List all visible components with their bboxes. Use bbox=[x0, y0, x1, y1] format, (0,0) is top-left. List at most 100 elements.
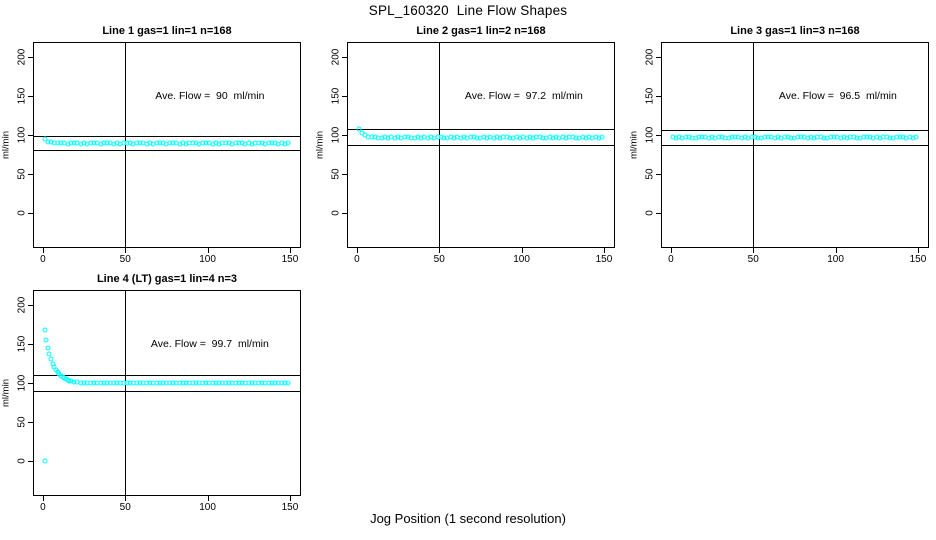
x-tick-label: 100 bbox=[827, 254, 844, 265]
x-tick bbox=[289, 496, 291, 501]
x-tick bbox=[356, 248, 358, 253]
reference-hline bbox=[33, 135, 301, 137]
data-point bbox=[285, 380, 291, 386]
x-tick-label: 0 bbox=[40, 254, 46, 265]
main-title: SPL_160320 Line Flow Shapes bbox=[368, 3, 568, 18]
y-tick bbox=[342, 173, 347, 175]
y-tick-label: 0 bbox=[330, 210, 342, 216]
data-point bbox=[599, 134, 605, 140]
y-axis-title: ml/min bbox=[628, 131, 640, 159]
y-tick bbox=[28, 134, 33, 136]
y-axis-title: ml/min bbox=[0, 379, 12, 407]
reference-hline bbox=[347, 144, 615, 146]
x-tick bbox=[917, 248, 919, 253]
ave-flow-annotation: Ave. Flow = 99.7 ml/min bbox=[150, 337, 269, 350]
x-tick bbox=[207, 496, 209, 501]
x-tick bbox=[125, 248, 127, 253]
y-tick-label: 0 bbox=[16, 210, 28, 216]
x-tick-label: 50 bbox=[119, 502, 131, 513]
y-tick-label: 150 bbox=[644, 87, 656, 105]
x-tick bbox=[521, 248, 523, 253]
x-tick bbox=[753, 248, 755, 253]
y-tick bbox=[28, 173, 33, 175]
data-point bbox=[42, 136, 48, 142]
ave-flow-annotation: Ave. Flow = 97.2 ml/min bbox=[464, 89, 583, 102]
data-point bbox=[43, 337, 49, 343]
y-tick bbox=[656, 212, 661, 214]
x-tick bbox=[835, 248, 837, 253]
x-tick-label: 100 bbox=[513, 254, 530, 265]
y-tick-label: 200 bbox=[16, 296, 28, 314]
data-point bbox=[45, 345, 51, 351]
reference-hline bbox=[33, 149, 301, 151]
y-tick bbox=[28, 382, 33, 384]
x-tick bbox=[289, 248, 291, 253]
data-point bbox=[285, 140, 291, 146]
x-axis-label: Jog Position (1 second resolution) bbox=[370, 511, 566, 526]
y-tick-label: 100 bbox=[16, 126, 28, 144]
panel-title: Line 3 gas=1 lin=3 n=168 bbox=[730, 25, 860, 37]
panel-4: Line 4 (LT) gas=1 lin=4 n=3 0 50 100 150 0 50 1… bbox=[1, 273, 301, 513]
data-point bbox=[356, 126, 362, 132]
reference-vline bbox=[125, 290, 127, 496]
data-point bbox=[46, 351, 52, 357]
x-tick bbox=[207, 248, 209, 253]
y-tick bbox=[28, 304, 33, 306]
x-tick bbox=[42, 248, 44, 253]
y-tick-label: 150 bbox=[330, 87, 342, 105]
y-tick bbox=[656, 134, 661, 136]
y-axis-title: ml/min bbox=[0, 131, 12, 159]
y-tick bbox=[342, 212, 347, 214]
reference-hline bbox=[347, 129, 615, 131]
reference-hline bbox=[33, 375, 301, 377]
ave-flow-annotation: Ave. Flow = 90 ml/min bbox=[155, 89, 265, 102]
panel-3: Line 3 gas=1 lin=3 n=168 0 50 100 150 0 50 100 1… bbox=[629, 25, 929, 265]
data-point bbox=[42, 458, 48, 464]
reference-vline bbox=[753, 42, 755, 248]
y-tick bbox=[342, 95, 347, 97]
x-tick-label: 100 bbox=[199, 254, 216, 265]
x-tick-label: 150 bbox=[909, 254, 927, 265]
y-tick-label: 100 bbox=[16, 374, 28, 392]
y-tick-label: 150 bbox=[16, 335, 28, 353]
y-tick bbox=[28, 212, 33, 214]
reference-hline bbox=[661, 130, 929, 132]
x-tick-label: 100 bbox=[199, 502, 216, 513]
x-tick bbox=[42, 496, 44, 501]
y-tick bbox=[28, 460, 33, 462]
y-tick bbox=[656, 173, 661, 175]
y-axis-title: ml/min bbox=[314, 131, 326, 159]
y-tick-label: 150 bbox=[16, 87, 28, 105]
x-tick bbox=[125, 496, 127, 501]
x-tick bbox=[670, 248, 672, 253]
x-tick-label: 150 bbox=[281, 254, 299, 265]
data-point bbox=[913, 134, 919, 140]
x-tick bbox=[439, 248, 441, 253]
y-tick-label: 200 bbox=[644, 48, 656, 66]
x-tick-label: 150 bbox=[281, 502, 299, 513]
panel-title: Line 1 gas=1 lin=1 n=168 bbox=[102, 25, 232, 37]
y-tick-label: 50 bbox=[644, 168, 656, 180]
y-tick-label: 0 bbox=[16, 458, 28, 464]
x-tick-label: 50 bbox=[119, 254, 131, 265]
reference-hline bbox=[33, 390, 301, 392]
plot-box bbox=[661, 42, 929, 248]
y-tick-label: 50 bbox=[16, 416, 28, 428]
ave-flow-annotation: Ave. Flow = 96.5 ml/min bbox=[778, 89, 897, 102]
y-tick-label: 100 bbox=[644, 126, 656, 144]
y-tick bbox=[28, 56, 33, 58]
reference-hline bbox=[661, 145, 929, 147]
y-tick-label: 200 bbox=[16, 48, 28, 66]
y-tick-label: 0 bbox=[644, 210, 656, 216]
y-tick bbox=[28, 95, 33, 97]
y-tick bbox=[342, 56, 347, 58]
y-tick-label: 50 bbox=[330, 168, 342, 180]
y-tick bbox=[28, 343, 33, 345]
plot-box bbox=[33, 290, 301, 496]
panel-2: Line 2 gas=1 lin=2 n=168 0 50 100 150 0 50 100 1… bbox=[315, 25, 615, 265]
x-tick bbox=[603, 248, 605, 253]
y-tick bbox=[656, 95, 661, 97]
panel-title: Line 4 (LT) gas=1 lin=4 n=3 bbox=[96, 273, 238, 285]
y-tick-label: 50 bbox=[16, 168, 28, 180]
